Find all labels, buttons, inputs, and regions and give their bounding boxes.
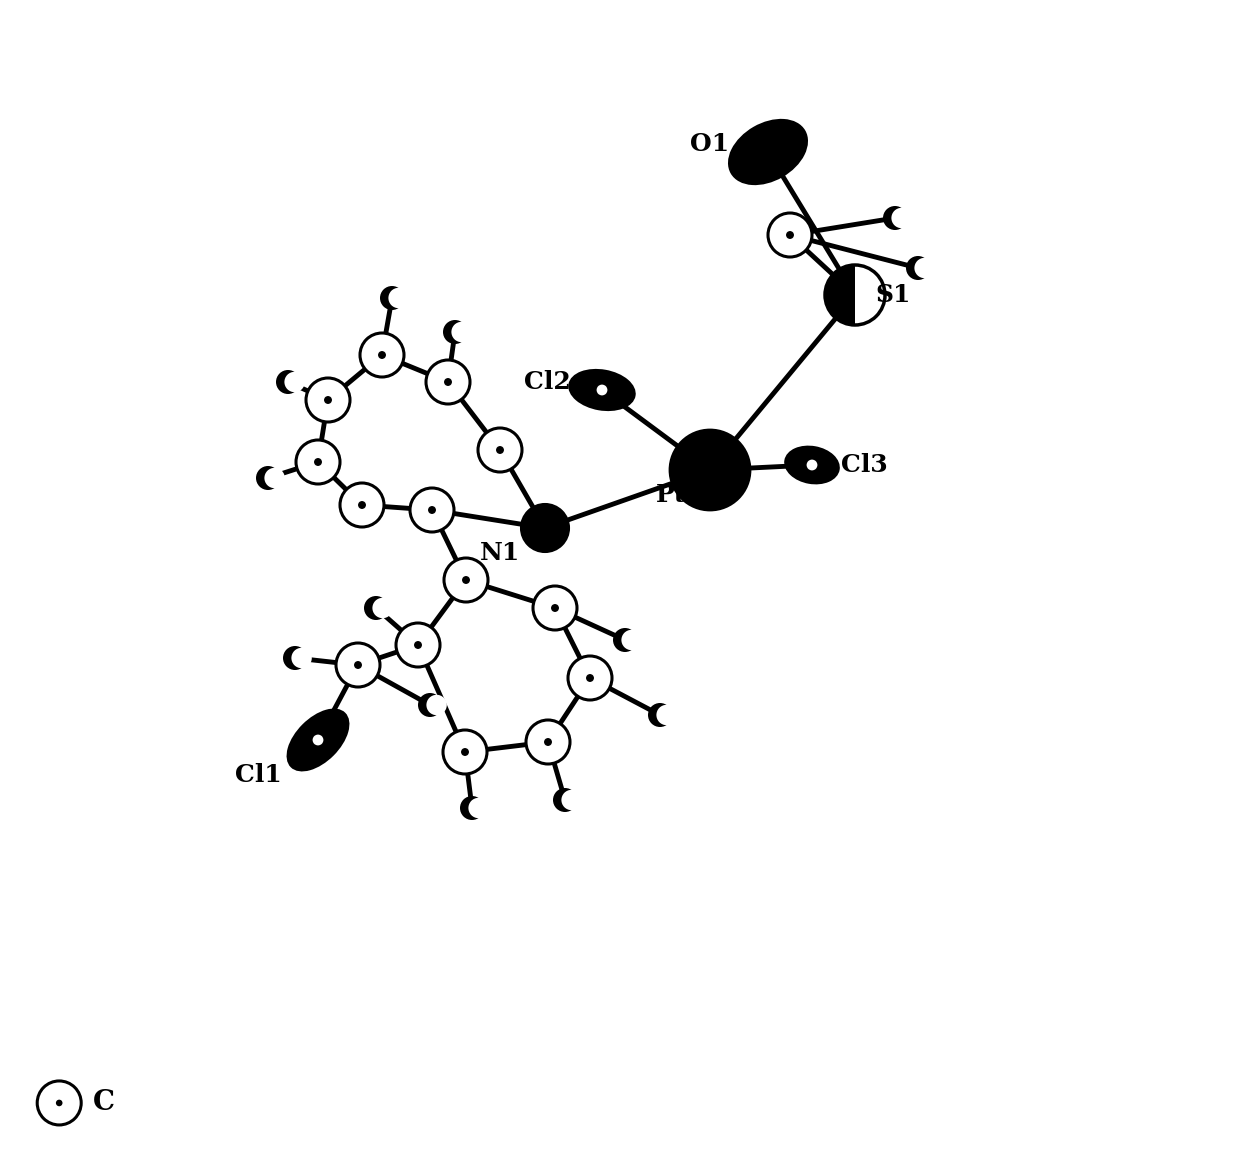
Circle shape — [649, 704, 672, 727]
Circle shape — [365, 596, 388, 620]
Circle shape — [306, 378, 350, 421]
Circle shape — [587, 675, 594, 682]
Text: O1: O1 — [691, 132, 729, 156]
Circle shape — [255, 466, 280, 490]
Circle shape — [379, 286, 404, 310]
Circle shape — [914, 258, 935, 279]
Circle shape — [414, 641, 422, 649]
Ellipse shape — [785, 447, 838, 483]
Circle shape — [314, 459, 322, 466]
Text: Cl1: Cl1 — [234, 763, 281, 787]
Circle shape — [284, 372, 305, 392]
Circle shape — [443, 730, 487, 774]
Circle shape — [277, 370, 300, 394]
Circle shape — [378, 351, 386, 359]
Circle shape — [56, 1099, 62, 1106]
Circle shape — [553, 788, 577, 812]
Circle shape — [670, 430, 750, 510]
Circle shape — [526, 720, 570, 764]
Circle shape — [410, 488, 454, 532]
Circle shape — [477, 428, 522, 473]
Circle shape — [460, 796, 484, 820]
Circle shape — [388, 288, 409, 308]
Circle shape — [37, 1081, 81, 1125]
Circle shape — [806, 460, 817, 470]
Circle shape — [418, 693, 441, 717]
Circle shape — [443, 320, 467, 344]
Text: S1: S1 — [875, 283, 910, 307]
Circle shape — [496, 446, 503, 454]
Text: N1: N1 — [480, 541, 520, 565]
Circle shape — [444, 558, 489, 603]
Circle shape — [283, 646, 308, 670]
Circle shape — [768, 212, 812, 257]
Circle shape — [596, 384, 608, 396]
Circle shape — [324, 396, 332, 404]
Circle shape — [336, 643, 379, 687]
Circle shape — [613, 628, 637, 652]
Circle shape — [372, 598, 393, 618]
Circle shape — [906, 255, 930, 280]
Circle shape — [355, 661, 362, 669]
Circle shape — [786, 231, 794, 239]
Circle shape — [428, 506, 436, 514]
Ellipse shape — [288, 709, 348, 771]
Ellipse shape — [569, 370, 635, 410]
Circle shape — [396, 623, 440, 668]
Circle shape — [264, 468, 285, 488]
Text: Pt1: Pt1 — [656, 483, 704, 507]
Circle shape — [621, 629, 642, 650]
Text: Cl2: Cl2 — [523, 370, 570, 394]
Circle shape — [568, 656, 613, 700]
Circle shape — [562, 789, 582, 810]
Circle shape — [291, 648, 311, 669]
Circle shape — [461, 748, 469, 756]
Circle shape — [312, 735, 324, 745]
Circle shape — [533, 586, 577, 630]
Circle shape — [892, 208, 911, 229]
Circle shape — [551, 604, 559, 612]
Circle shape — [883, 205, 906, 230]
Circle shape — [656, 705, 677, 726]
Circle shape — [521, 504, 569, 551]
Circle shape — [444, 378, 451, 385]
Circle shape — [358, 502, 366, 509]
Circle shape — [544, 738, 552, 747]
Polygon shape — [825, 265, 856, 325]
Circle shape — [463, 576, 470, 584]
Circle shape — [360, 333, 404, 377]
Circle shape — [469, 798, 489, 819]
Circle shape — [825, 265, 885, 325]
Text: C: C — [93, 1089, 115, 1117]
Circle shape — [296, 440, 340, 484]
Circle shape — [427, 360, 470, 404]
Circle shape — [340, 483, 384, 527]
Text: Cl3: Cl3 — [841, 453, 888, 477]
Ellipse shape — [729, 120, 807, 185]
Circle shape — [427, 694, 446, 715]
Circle shape — [451, 322, 471, 342]
